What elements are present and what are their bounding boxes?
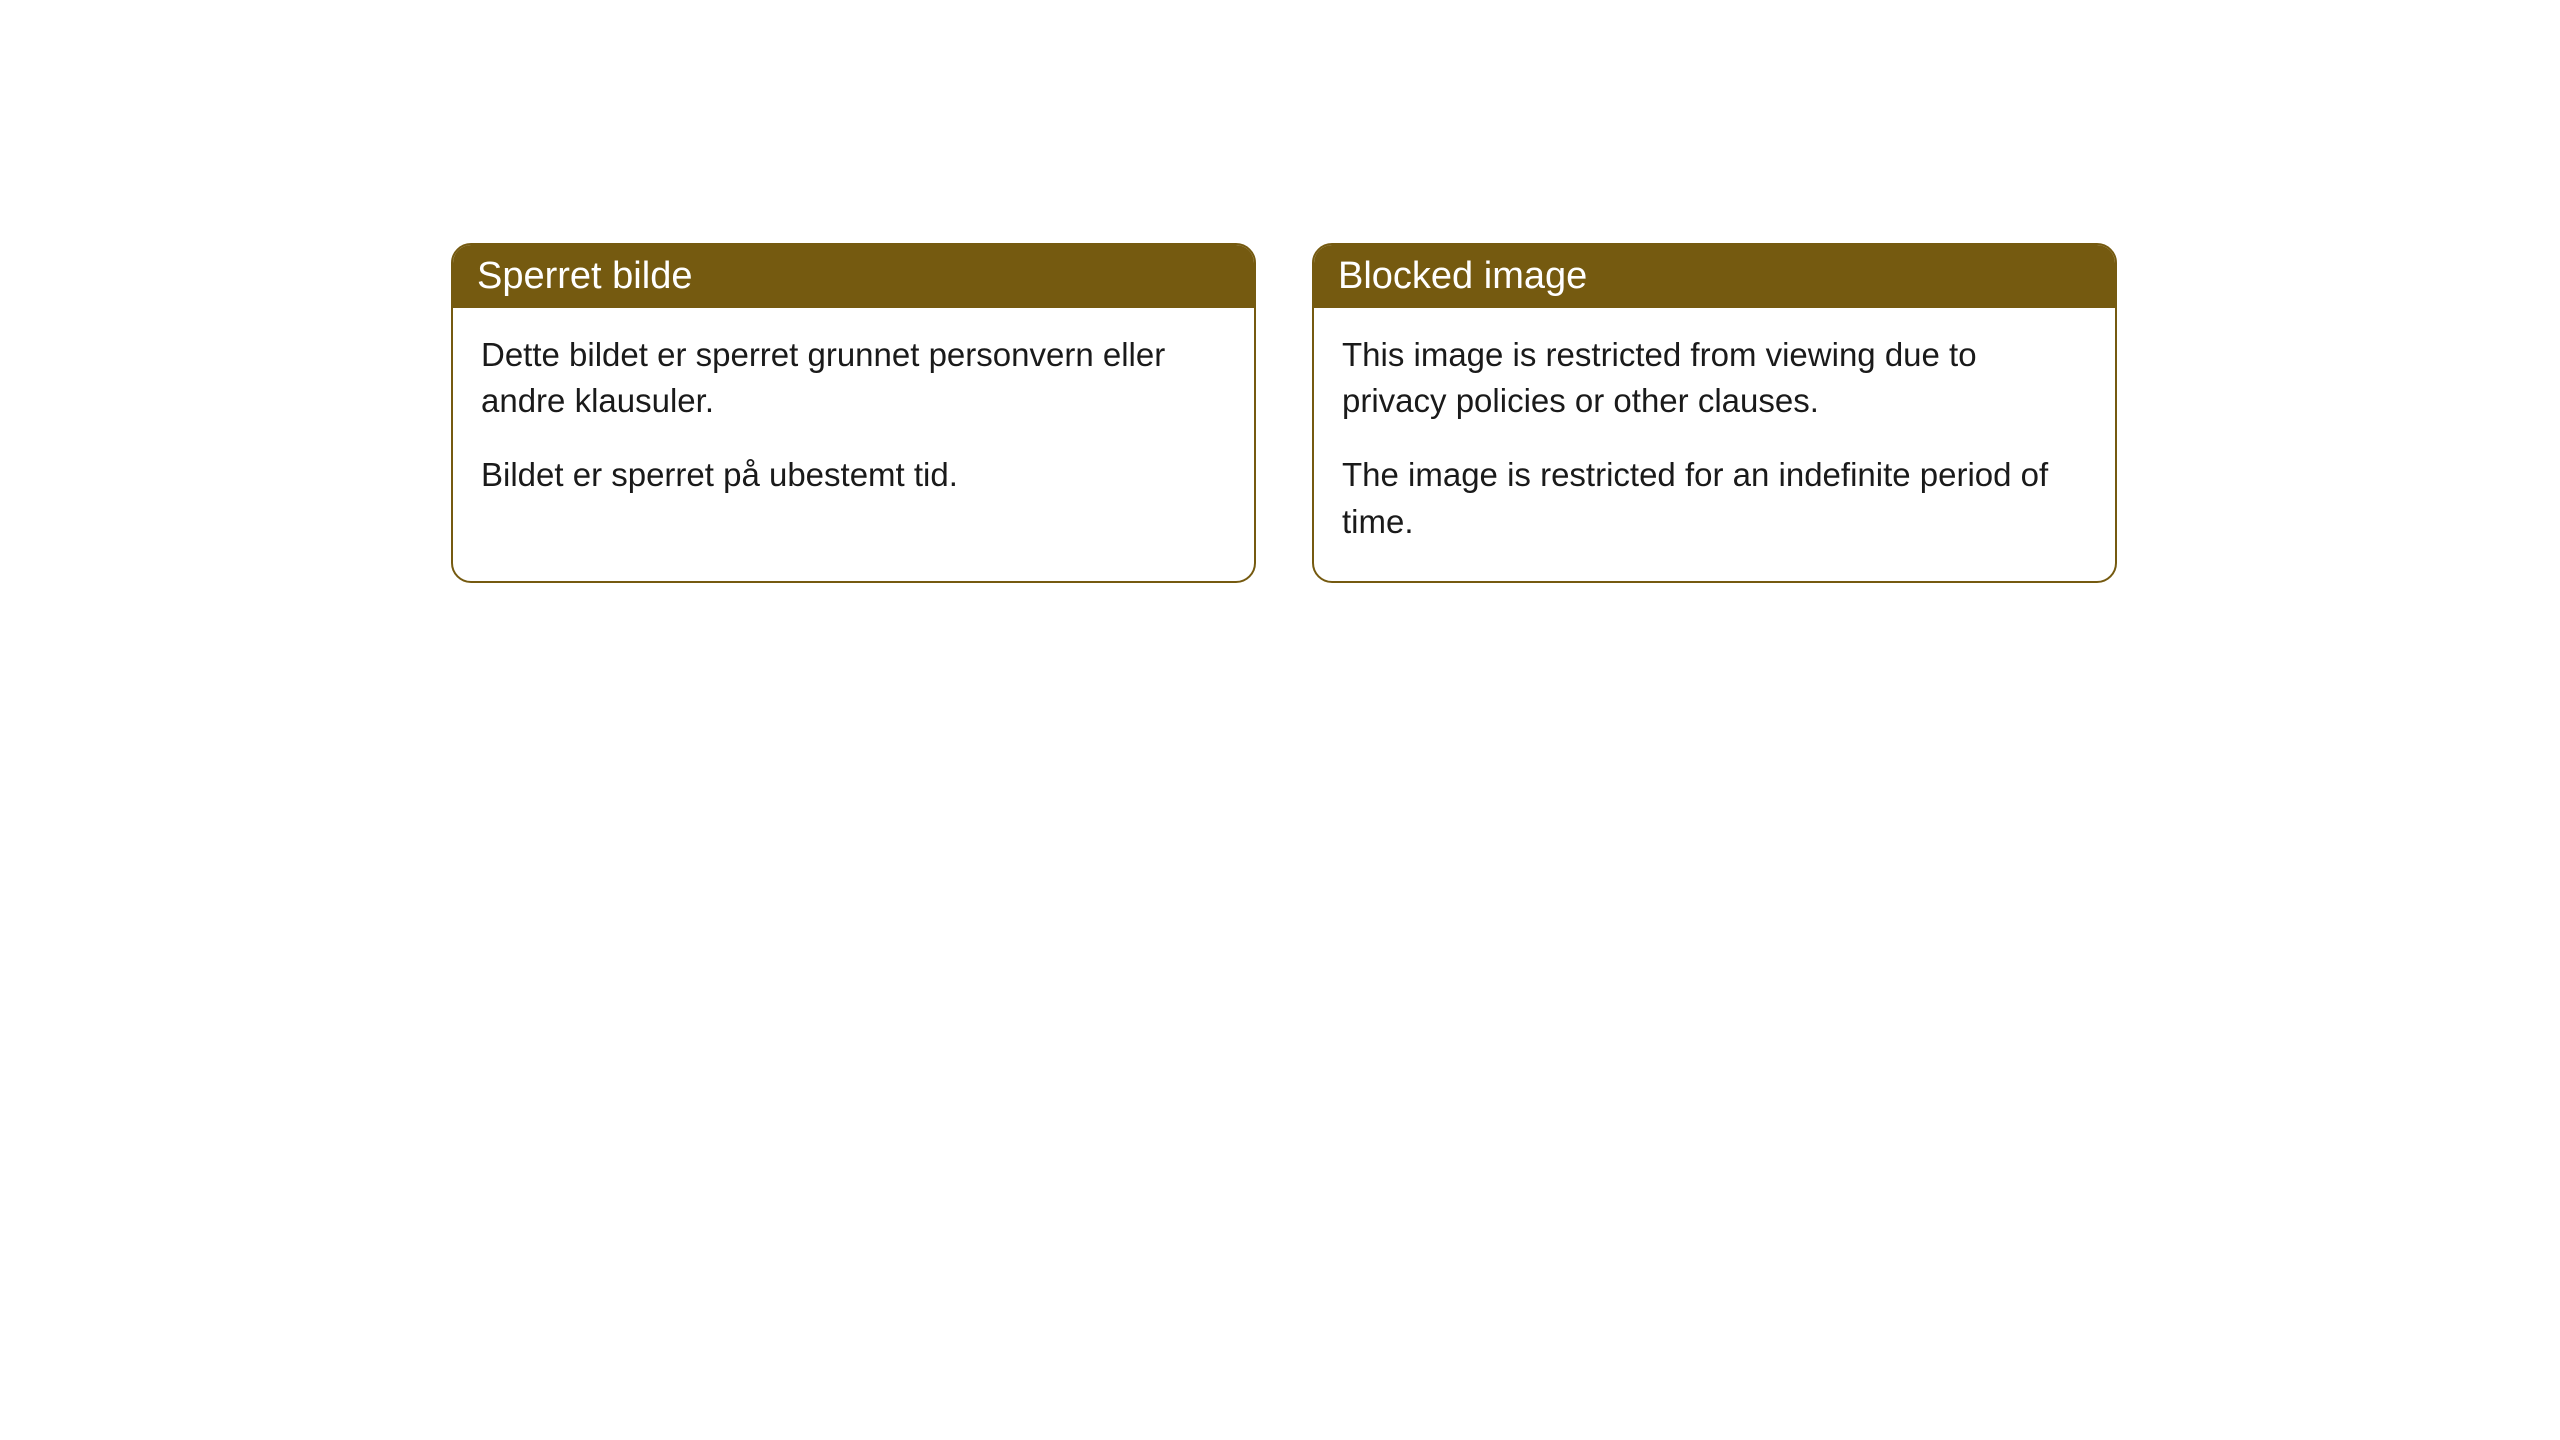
notice-card-norwegian: Sperret bilde Dette bildet er sperret gr… — [451, 243, 1256, 583]
card-header-norwegian: Sperret bilde — [453, 245, 1254, 308]
card-header-english: Blocked image — [1314, 245, 2115, 308]
card-body-norwegian: Dette bildet er sperret grunnet personve… — [453, 308, 1254, 535]
card-title: Blocked image — [1338, 255, 1587, 297]
card-paragraph: Dette bildet er sperret grunnet personve… — [481, 332, 1226, 424]
card-body-english: This image is restricted from viewing du… — [1314, 308, 2115, 581]
card-title: Sperret bilde — [477, 255, 692, 297]
card-paragraph: The image is restricted for an indefinit… — [1342, 452, 2087, 544]
notice-card-english: Blocked image This image is restricted f… — [1312, 243, 2117, 583]
card-paragraph: This image is restricted from viewing du… — [1342, 332, 2087, 424]
notice-cards-container: Sperret bilde Dette bildet er sperret gr… — [451, 243, 2117, 583]
card-paragraph: Bildet er sperret på ubestemt tid. — [481, 452, 1226, 498]
